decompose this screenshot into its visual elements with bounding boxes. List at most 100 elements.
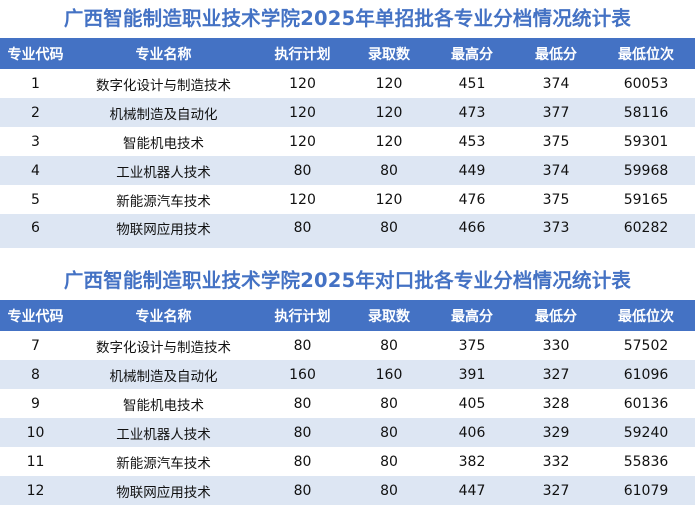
cell-plan: 120	[256, 185, 349, 214]
col-header-min-rank: 最低位次	[597, 300, 695, 331]
cell-min-score: 375	[515, 127, 597, 156]
cell-admitted: 120	[349, 127, 429, 156]
cell-major: 新能源汽车技术	[71, 447, 256, 476]
cell-min-score: 375	[515, 185, 597, 214]
cell-major: 物联网应用技术	[71, 214, 256, 242]
cell-major: 数字化设计与制造技术	[71, 331, 256, 360]
cell-plan: 160	[256, 360, 349, 389]
cell-max-score: 451	[429, 69, 515, 98]
cell-max-score: 476	[429, 185, 515, 214]
cell-max-score: 406	[429, 418, 515, 447]
table-row: 8 机械制造及自动化 160 160 391 327 61096	[0, 360, 695, 389]
cell-code: 5	[0, 185, 71, 214]
cell-min-score: 330	[515, 331, 597, 360]
cell-admitted: 80	[349, 214, 429, 242]
cell-min-score: 327	[515, 360, 597, 389]
data-table: 专业代码 专业名称 执行计划 录取数 最高分 最低分 最低位次 1 数字化设计与…	[0, 38, 695, 242]
header-row: 专业代码 专业名称 执行计划 录取数 最高分 最低分 最低位次	[0, 38, 695, 69]
table-title: 广西智能制造职业技术学院2025年对口批各专业分档情况统计表	[63, 269, 632, 292]
cell-max-score: 453	[429, 127, 515, 156]
table-row: 1 数字化设计与制造技术 120 120 451 374 60053	[0, 69, 695, 98]
cell-code: 11	[0, 447, 71, 476]
cell-plan: 80	[256, 389, 349, 418]
cell-admitted: 120	[349, 185, 429, 214]
cell-max-score: 473	[429, 98, 515, 127]
table-row: 4 工业机器人技术 80 80 449 374 59968	[0, 156, 695, 185]
cell-major: 智能机电技术	[71, 127, 256, 156]
cell-min-score: 329	[515, 418, 597, 447]
admission-table-section-2: 广西智能制造职业技术学院2025年对口批各专业分档情况统计表 专业代码 专业名称…	[0, 262, 695, 505]
col-header-max-score: 最高分	[429, 300, 515, 331]
cell-min-rank: 59165	[597, 185, 695, 214]
table-row: 5 新能源汽车技术 120 120 476 375 59165	[0, 185, 695, 214]
cell-max-score: 375	[429, 331, 515, 360]
table-row: 3 智能机电技术 120 120 453 375 59301	[0, 127, 695, 156]
cell-code: 4	[0, 156, 71, 185]
cell-code: 7	[0, 331, 71, 360]
cell-code: 12	[0, 476, 71, 505]
table-title: 广西智能制造职业技术学院2025年单招批各专业分档情况统计表	[63, 7, 632, 30]
cell-admitted: 80	[349, 389, 429, 418]
cell-max-score: 391	[429, 360, 515, 389]
cell-major: 物联网应用技术	[71, 476, 256, 505]
col-header-major: 专业名称	[71, 300, 256, 331]
cell-major: 工业机器人技术	[71, 418, 256, 447]
table-row: 10 工业机器人技术 80 80 406 329 59240	[0, 418, 695, 447]
cell-plan: 80	[256, 418, 349, 447]
cell-min-score: 374	[515, 69, 597, 98]
col-header-max-score: 最高分	[429, 38, 515, 69]
table-spacer	[0, 242, 695, 248]
cell-plan: 120	[256, 69, 349, 98]
col-header-min-score: 最低分	[515, 38, 597, 69]
cell-code: 8	[0, 360, 71, 389]
col-header-min-score: 最低分	[515, 300, 597, 331]
col-header-admitted: 录取数	[349, 38, 429, 69]
table-row: 6 物联网应用技术 80 80 466 373 60282	[0, 214, 695, 242]
cell-admitted: 80	[349, 447, 429, 476]
cell-min-score: 374	[515, 156, 597, 185]
cell-min-rank: 57502	[597, 331, 695, 360]
header-row: 专业代码 专业名称 执行计划 录取数 最高分 最低分 最低位次	[0, 300, 695, 331]
cell-max-score: 382	[429, 447, 515, 476]
cell-plan: 80	[256, 331, 349, 360]
cell-min-rank: 59240	[597, 418, 695, 447]
cell-min-score: 377	[515, 98, 597, 127]
cell-min-score: 373	[515, 214, 597, 242]
cell-min-rank: 61079	[597, 476, 695, 505]
cell-plan: 80	[256, 447, 349, 476]
cell-admitted: 120	[349, 98, 429, 127]
data-table: 专业代码 专业名称 执行计划 录取数 最高分 最低分 最低位次 7 数字化设计与…	[0, 300, 695, 505]
cell-plan: 80	[256, 214, 349, 242]
col-header-major: 专业名称	[71, 38, 256, 69]
cell-min-rank: 59301	[597, 127, 695, 156]
cell-admitted: 80	[349, 418, 429, 447]
cell-plan: 120	[256, 98, 349, 127]
cell-min-score: 328	[515, 389, 597, 418]
cell-major: 智能机电技术	[71, 389, 256, 418]
cell-max-score: 405	[429, 389, 515, 418]
cell-min-rank: 60136	[597, 389, 695, 418]
cell-code: 6	[0, 214, 71, 242]
cell-admitted: 120	[349, 69, 429, 98]
table-row: 11 新能源汽车技术 80 80 382 332 55836	[0, 447, 695, 476]
cell-min-rank: 55836	[597, 447, 695, 476]
cell-min-score: 332	[515, 447, 597, 476]
cell-code: 3	[0, 127, 71, 156]
cell-major: 机械制造及自动化	[71, 98, 256, 127]
cell-admitted: 80	[349, 156, 429, 185]
col-header-code: 专业代码	[0, 300, 71, 331]
cell-plan: 80	[256, 476, 349, 505]
cell-code: 9	[0, 389, 71, 418]
col-header-admitted: 录取数	[349, 300, 429, 331]
cell-code: 2	[0, 98, 71, 127]
cell-admitted: 80	[349, 331, 429, 360]
cell-major: 新能源汽车技术	[71, 185, 256, 214]
cell-code: 1	[0, 69, 71, 98]
cell-max-score: 449	[429, 156, 515, 185]
col-header-plan: 执行计划	[256, 300, 349, 331]
cell-min-score: 327	[515, 476, 597, 505]
admission-table-section-1: 广西智能制造职业技术学院2025年单招批各专业分档情况统计表 专业代码 专业名称…	[0, 0, 695, 248]
cell-admitted: 160	[349, 360, 429, 389]
cell-major: 机械制造及自动化	[71, 360, 256, 389]
